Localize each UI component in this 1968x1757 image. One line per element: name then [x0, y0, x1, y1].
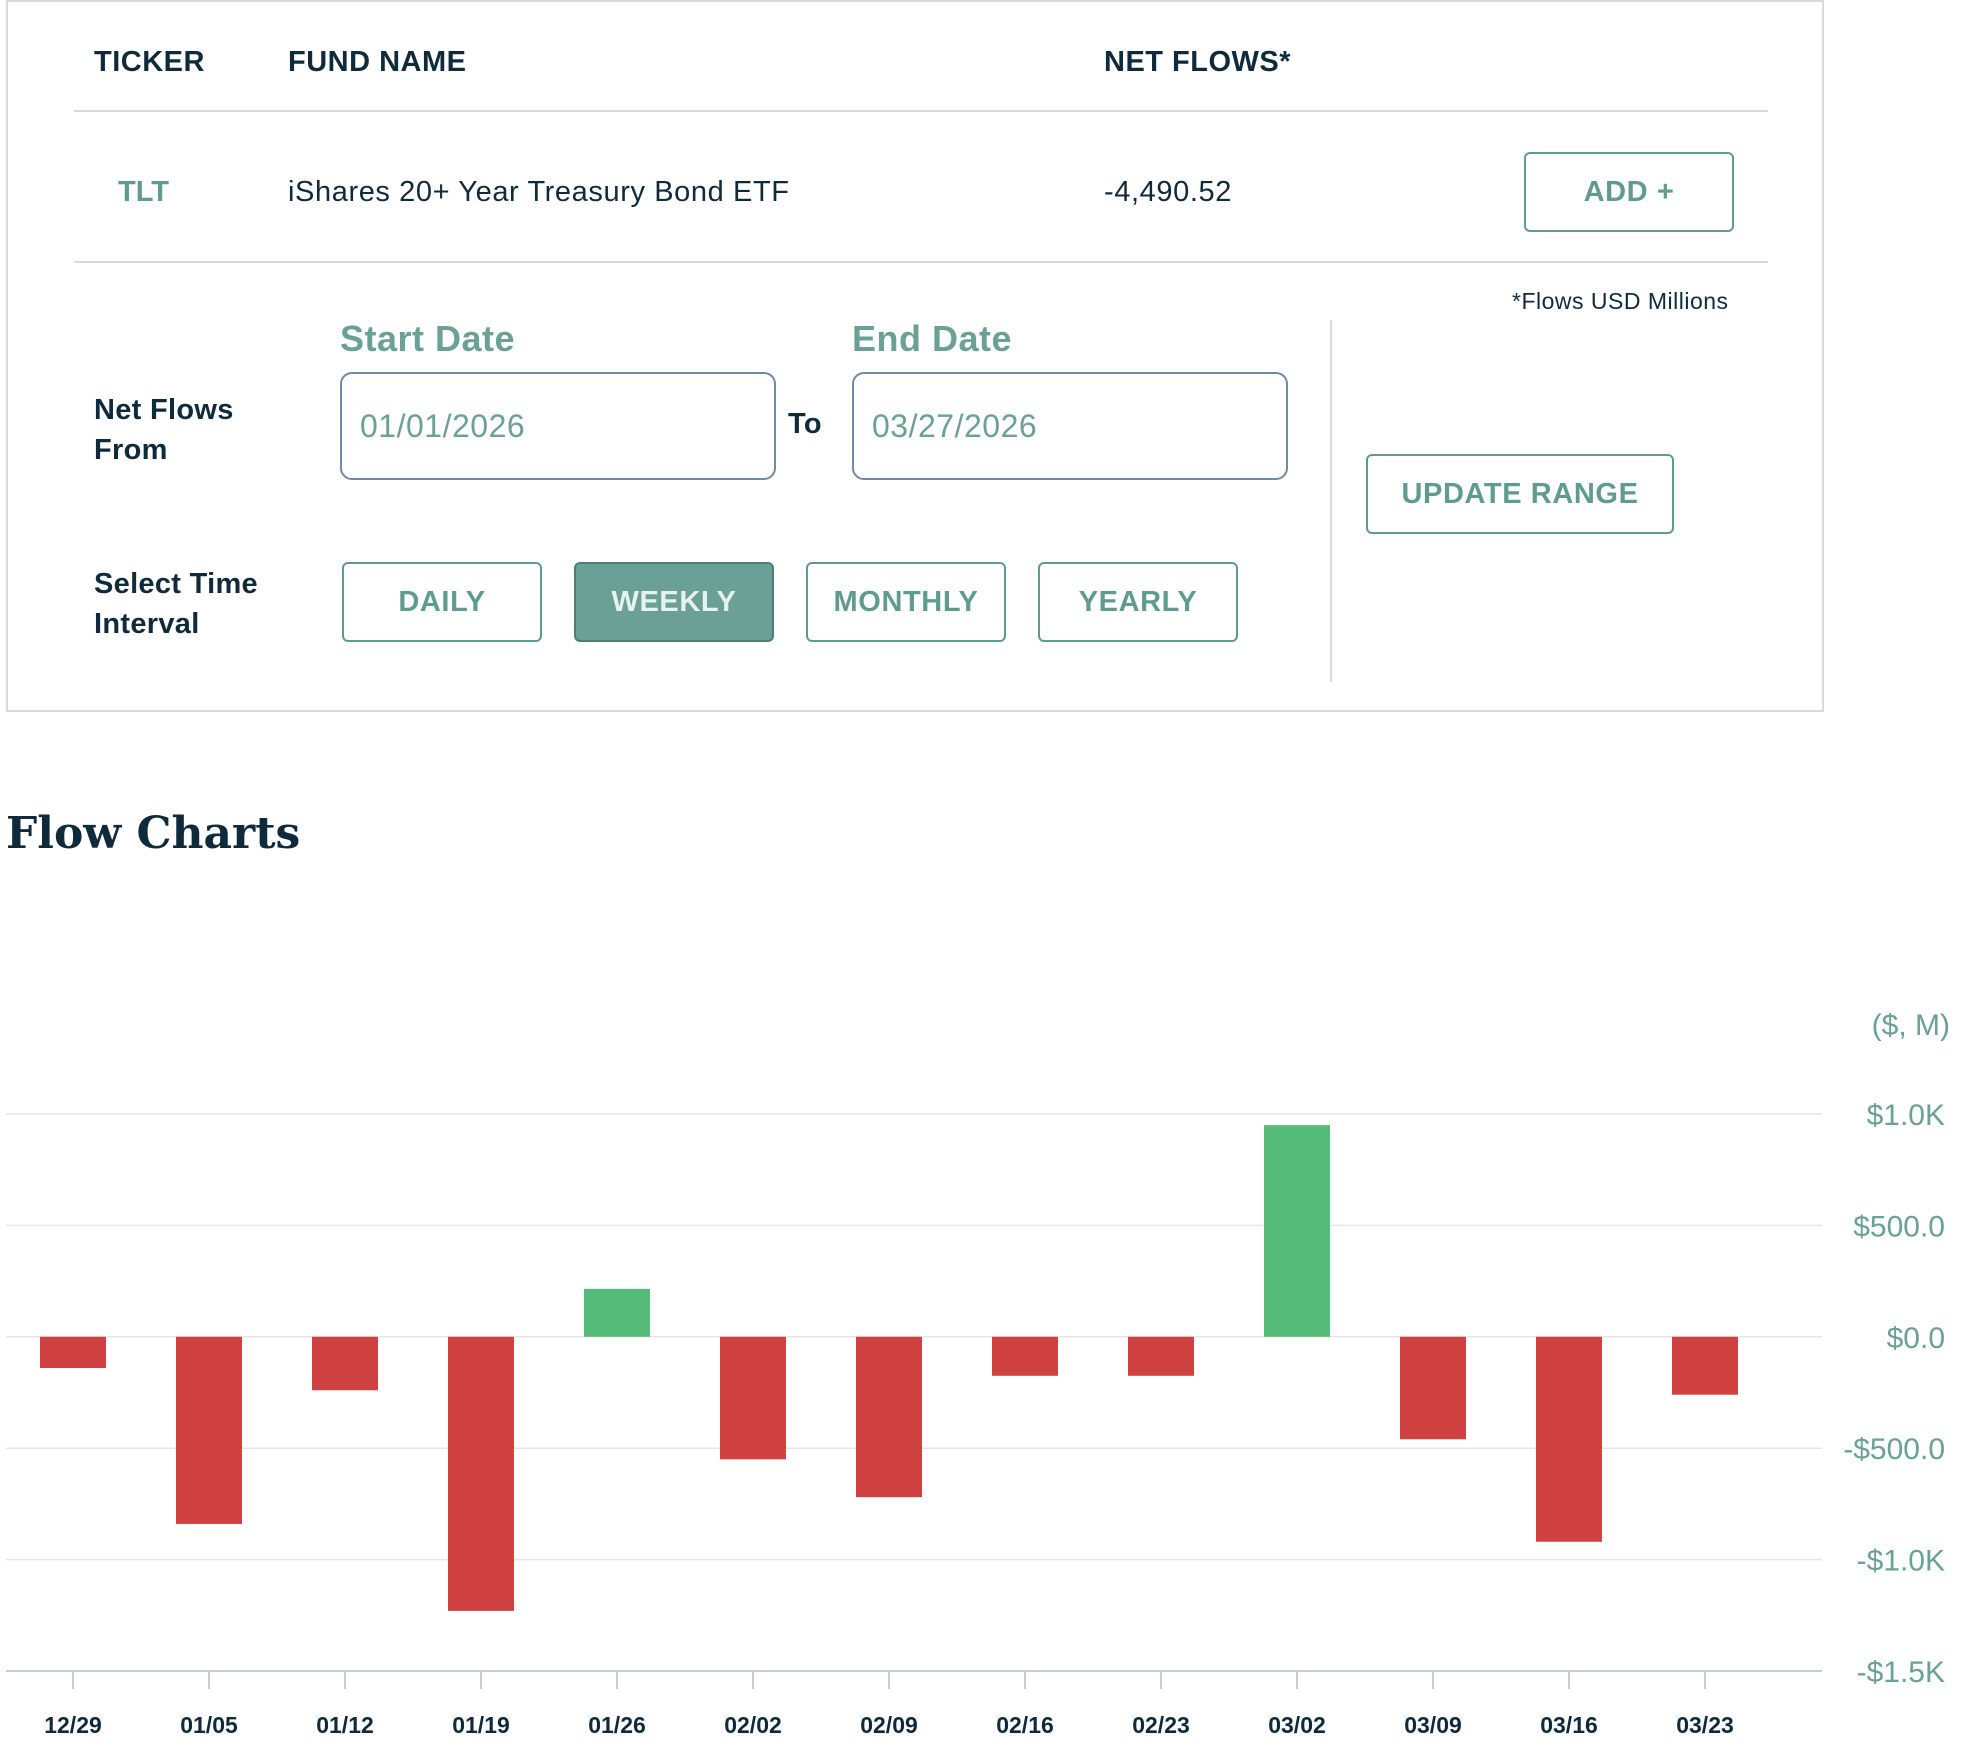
bar-02-16	[992, 1336, 1058, 1376]
chart-unit-label: ($, M)	[1872, 1009, 1950, 1042]
x-tick-label: 01/19	[452, 1712, 510, 1738]
x-tick-label: 03/02	[1268, 1712, 1326, 1738]
end-date-label: End Date	[852, 318, 1013, 359]
bar-12-29	[40, 1336, 106, 1368]
start-date-input[interactable]	[340, 372, 776, 480]
net-flows-from-label: Net Flows From	[94, 394, 234, 466]
bar-01-26	[584, 1288, 650, 1337]
y-tick-label: $500.0	[1853, 1210, 1945, 1243]
x-tick-label: 03/09	[1404, 1712, 1462, 1738]
x-tick-label: 02/02	[724, 1712, 782, 1738]
fund-panel: TICKER FUND NAME NET FLOWS* TLT iShares …	[6, 0, 1824, 712]
x-tick-label: 02/23	[1132, 1712, 1190, 1738]
bar-02-23	[1128, 1336, 1194, 1376]
header-divider	[74, 110, 1768, 112]
end-date-input[interactable]	[852, 372, 1288, 480]
start-date-label: Start Date	[340, 318, 516, 359]
bar-01-05	[176, 1336, 242, 1524]
x-tick-label: 01/05	[180, 1712, 238, 1738]
x-tick-label: 02/16	[996, 1712, 1054, 1738]
bar-01-19	[448, 1336, 514, 1611]
to-label: To	[788, 408, 822, 440]
interval-yearly-button[interactable]: YEARLY	[1038, 562, 1238, 642]
y-tick-label: -$500.0	[1843, 1433, 1945, 1466]
bar-01-12	[312, 1336, 378, 1391]
net-flows-header: NET FLOWS*	[1104, 46, 1292, 78]
interval-daily-button[interactable]: DAILY	[342, 562, 542, 642]
y-tick-label: -$1.5K	[1857, 1656, 1945, 1689]
time-interval-label: Select Time Interval	[94, 568, 258, 640]
row-divider	[74, 261, 1768, 263]
bar-03-16	[1536, 1336, 1602, 1542]
flow-chart: ($, M) $1.0K $500.0 $0.0 -$500.0 -$1.0K -$1.5K…	[6, 1009, 1950, 1738]
interval-weekly-button[interactable]: WEEKLY	[574, 562, 774, 642]
x-tick-label: 02/09	[860, 1712, 918, 1738]
bar-02-09	[856, 1336, 922, 1498]
update-range-button[interactable]: UPDATE RANGE	[1366, 454, 1674, 534]
y-tick-label: $1.0K	[1867, 1099, 1945, 1132]
ticker-header: TICKER	[94, 46, 205, 78]
interval-monthly-button[interactable]: MONTHLY	[806, 562, 1006, 642]
add-fund-button[interactable]: ADD +	[1524, 152, 1734, 232]
x-tick-label: 01/12	[316, 1712, 374, 1738]
bar-02-02	[720, 1336, 786, 1460]
y-tick-label: -$1.0K	[1857, 1545, 1945, 1578]
fund-name-header: FUND NAME	[288, 46, 467, 78]
bar-03-02	[1264, 1125, 1330, 1337]
fund-name-cell: iShares 20+ Year Treasury Bond ETF	[288, 176, 790, 208]
net-flows-cell: -4,490.52	[1104, 176, 1232, 208]
ticker-cell[interactable]: TLT	[118, 176, 169, 208]
x-tick-label: 12/29	[44, 1712, 102, 1738]
x-tick-label: 01/26	[588, 1712, 646, 1738]
x-tick-label: 03/23	[1676, 1712, 1734, 1738]
bar-03-09	[1400, 1336, 1466, 1440]
bar-03-23	[1672, 1336, 1738, 1395]
y-tick-label: $0.0	[1887, 1322, 1945, 1355]
flows-unit-note: *Flows USD Millions	[1512, 288, 1729, 314]
flow-charts-title: Flow Charts	[6, 808, 301, 859]
x-tick-label: 03/16	[1540, 1712, 1598, 1738]
panel-vertical-divider	[1330, 320, 1332, 682]
